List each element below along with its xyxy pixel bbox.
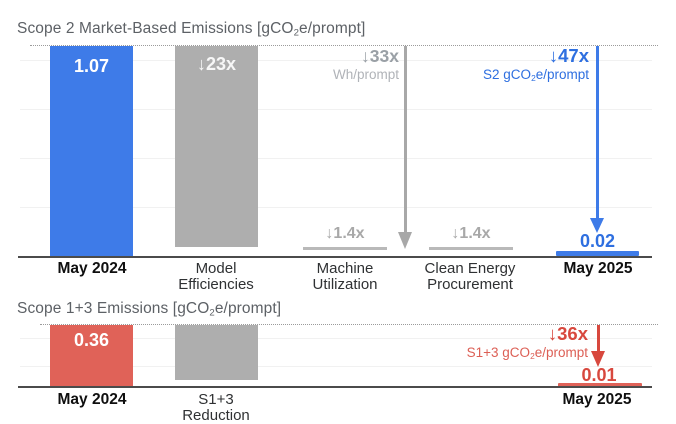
scope13-title-pre: Scope 1+3 Emissions [gCO: [17, 300, 210, 317]
bar-may-2024-scope2: 1.07: [50, 46, 133, 256]
bar-value-label-may-2025-scope2: 0.02: [579, 231, 616, 251]
scope2-title-post: e/prompt]: [299, 20, 366, 37]
axis-label-may-2025-scope2: May 2025: [563, 260, 633, 277]
scope2-baseline-dotted-line: [30, 45, 658, 46]
bar-model-efficiencies: ↓23x: [175, 46, 258, 247]
s13-reduction-annotation: ↓36x S1+3 gCO2e/prompt: [438, 323, 588, 362]
scope13-title-post: e/prompt]: [214, 300, 282, 317]
s13-reduction-arrow-shaft: [597, 325, 600, 352]
scope2-title-pre: Scope 2 Market-Based Emissions [gCO: [17, 20, 294, 37]
bar-s13-reduction: [175, 325, 258, 380]
s2-reduction-arrowhead-icon: [590, 218, 604, 233]
s2-unit-post: e/prompt: [535, 67, 589, 83]
gridline: [20, 366, 652, 367]
s13-unit-post: e/prompt: [534, 345, 588, 361]
s2-reduction-annotation: ↓47x S2 gCO2e/prompt: [439, 45, 589, 84]
scope13-title-subscript: 2: [209, 307, 215, 319]
bar-may-2025-scope2: [556, 251, 639, 256]
gridline: [20, 109, 652, 110]
axis-label-line: Utilization: [312, 276, 378, 294]
s2-reduction-factor: ↓47x: [548, 45, 589, 66]
scope2-chart-title: Scope 2 Market-Based Emissions [gCO2e/pr…: [17, 20, 365, 38]
axis-label-line: Clean Energy: [424, 260, 516, 277]
scope2-x-axis: [18, 256, 652, 258]
clean-energy-step-line: [429, 247, 513, 250]
wh-reduction-factor: ↓33x: [361, 46, 399, 66]
axis-label-machine-utilization: Machine Utilization: [285, 260, 405, 294]
axis-label-line: Procurement: [427, 276, 513, 294]
s2-reduction-arrow-shaft: [596, 46, 599, 219]
gridline: [20, 158, 652, 159]
wh-reduction-arrowhead-icon: [398, 232, 412, 249]
s13-reduction-arrowhead-icon: [591, 351, 605, 367]
scope13-x-axis: [18, 386, 652, 388]
wh-reduction-unit: Wh/prompt: [332, 67, 399, 83]
s13-unit-pre: S1+3 gCO: [466, 345, 531, 361]
wh-reduction-arrow-shaft: [404, 46, 407, 233]
gridline: [20, 338, 652, 339]
axis-label-may-2025-scope13: May 2025: [562, 391, 632, 408]
scope13-baseline-dotted-line: [40, 324, 658, 325]
scope2-title-subscript: 2: [293, 27, 300, 39]
wh-reduction-annotation: ↓33x Wh/prompt: [299, 46, 399, 83]
axis-label-may-2024-scope2: May 2024: [57, 260, 127, 277]
machine-utilization-reduction-label: ↓1.4x: [325, 225, 365, 242]
axis-label-line: S1+3: [198, 391, 234, 408]
axis-label-line: Machine: [316, 260, 374, 277]
gridline: [20, 60, 652, 61]
machine-utilization-step-line: [303, 247, 387, 250]
bar-value-label: 1.07: [73, 56, 110, 76]
axis-label-clean-energy-procurement: Clean Energy Procurement: [410, 260, 530, 294]
bar-value-label-may-2025-scope13: 0.01: [581, 365, 617, 385]
axis-label-model-efficiencies: Model Efficiencies: [156, 260, 276, 294]
s2-reduction-unit: S2 gCO2e/prompt: [439, 67, 589, 84]
axis-label-may-2024-scope13: May 2024: [57, 391, 127, 408]
s2-unit-subscript: 2: [531, 73, 536, 84]
axis-label-line: Efficiencies: [178, 276, 254, 294]
axis-label-s13-reduction: S1+3 Reduction: [156, 391, 276, 424]
bar-value-label: 0.36: [73, 330, 110, 350]
scope13-chart-title: Scope 1+3 Emissions [gCO2e/prompt]: [17, 300, 281, 318]
gridline: [20, 207, 652, 208]
bar-reduction-label: ↓23x: [196, 54, 237, 74]
s2-unit-pre: S2 gCO: [483, 67, 532, 83]
bar-may-2024-scope13: 0.36: [50, 325, 133, 386]
clean-energy-reduction-label: ↓1.4x: [451, 225, 491, 242]
s13-reduction-unit: S1+3 gCO2e/prompt: [438, 345, 588, 362]
axis-label-line: Reduction: [182, 407, 250, 424]
axis-label-line: Model: [195, 260, 237, 277]
bar-may-2025-scope13: [558, 383, 642, 388]
s13-unit-subscript: 2: [530, 351, 535, 362]
s13-reduction-factor: ↓36x: [547, 323, 588, 344]
